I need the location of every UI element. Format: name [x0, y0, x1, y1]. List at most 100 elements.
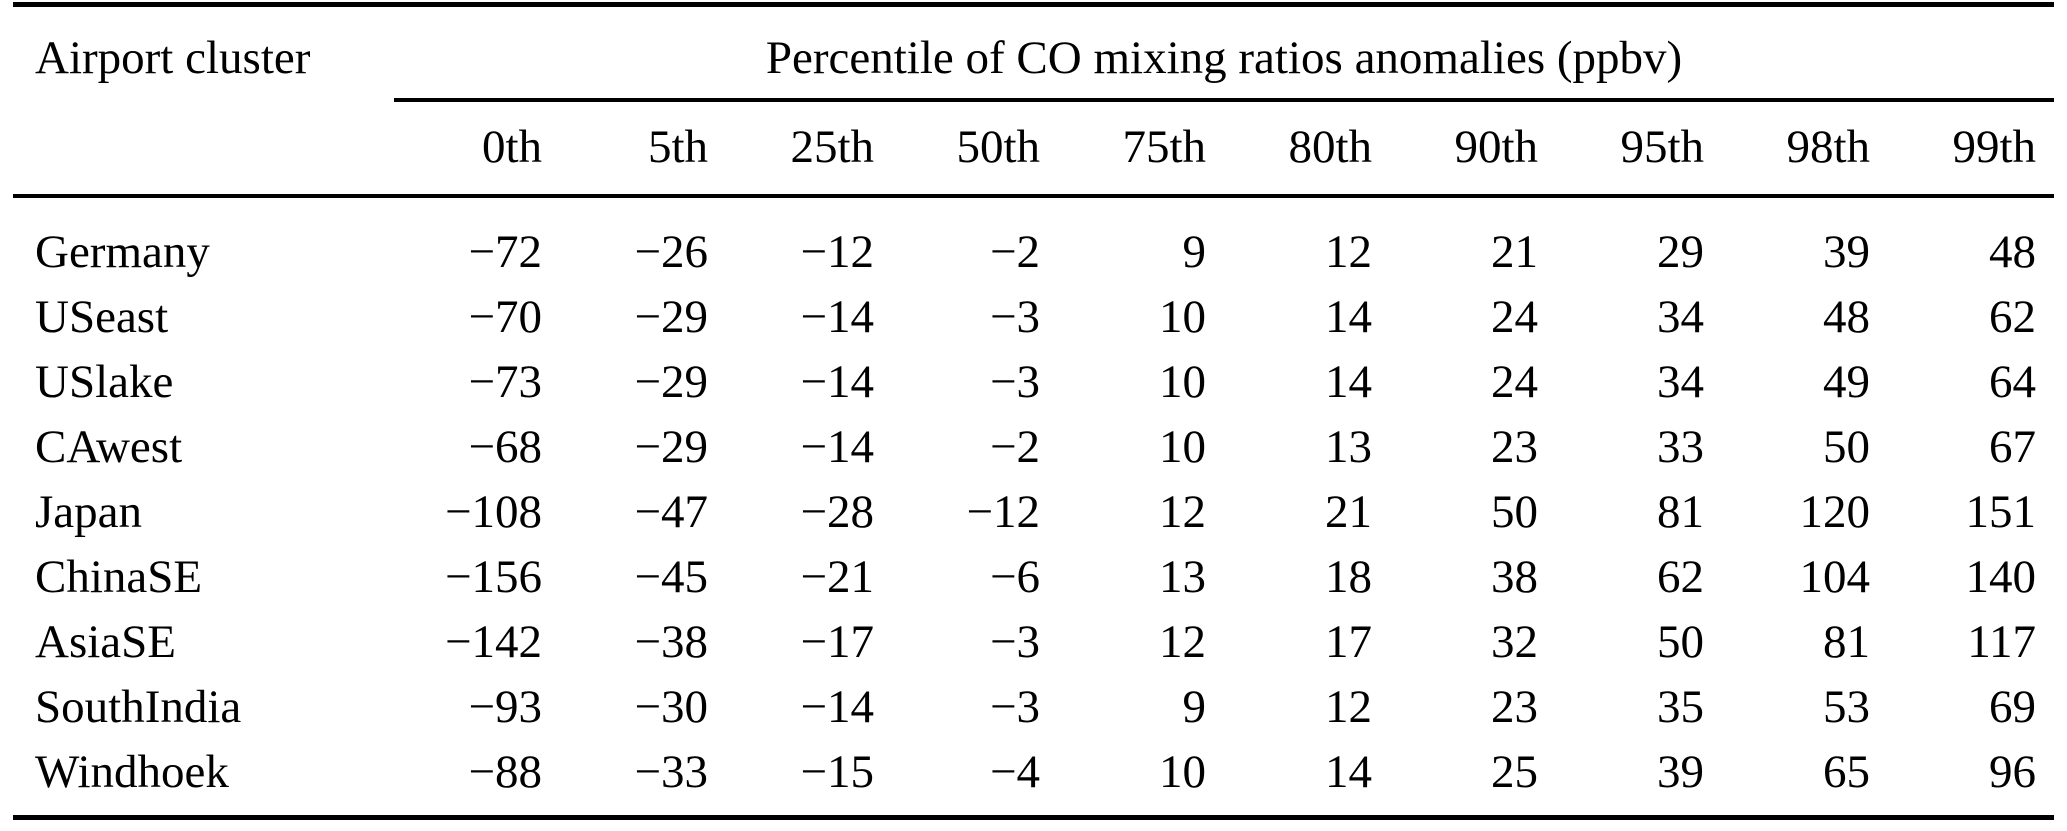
value-cell: −14: [800, 420, 874, 473]
airport-cluster-cell: SouthIndia: [35, 680, 242, 733]
value-cell: 9: [1182, 680, 1207, 733]
value-cell: 35: [1657, 680, 1704, 733]
value-cell: 53: [1823, 680, 1870, 733]
value-cell: 69: [1989, 680, 2037, 733]
percentile-column-header: 99th: [1888, 99, 2055, 198]
value-cell: −29: [634, 420, 708, 473]
value-cell: −88: [468, 745, 542, 798]
value-cell: −3: [989, 680, 1040, 733]
value-cell: 21: [1491, 225, 1538, 278]
percentile-column-header: 0th: [394, 99, 560, 198]
value-cell: −93: [468, 680, 542, 733]
value-cell: 64: [1989, 355, 2037, 408]
value-cell: 21: [1325, 485, 1372, 538]
percentile-column-header: 5th: [560, 99, 726, 198]
value-cell: −2: [989, 225, 1040, 278]
percentile-column-header: 95th: [1556, 99, 1722, 198]
value-cell: 13: [1325, 420, 1372, 473]
percentile-header-row: 0th 5th 25th 50th 75th 80th 90th 95th 98th 99th: [13, 99, 2055, 198]
value-cell: 12: [1325, 680, 1372, 733]
value-cell: 24: [1491, 355, 1538, 408]
table-row: Germany −72 −26 −12 −2 9 12 21 29 39 48: [13, 196, 2054, 285]
value-cell: 65: [1823, 745, 1870, 798]
airport-cluster-cell: ChinaSE: [35, 550, 203, 603]
header-row-span: Airport cluster Percentile of CO mixing …: [13, 4, 2055, 198]
value-cell: 9: [1182, 225, 1207, 278]
airport-cluster-cell: USeast: [35, 290, 169, 343]
percentile-column-header: 75th: [1058, 99, 1224, 198]
value-cell: −15: [800, 745, 874, 798]
table-row: USeast −70 −29 −14 −3 10 14 24 34 48 62: [13, 285, 2054, 350]
value-cell: −28: [800, 485, 874, 538]
value-cell: 140: [1965, 550, 2037, 603]
value-cell: 10: [1159, 745, 1206, 798]
value-cell: −17: [800, 615, 874, 668]
value-cell: −108: [444, 485, 542, 538]
value-cell: −3: [989, 355, 1040, 408]
value-cell: 14: [1325, 355, 1372, 408]
value-cell: 104: [1799, 550, 1871, 603]
value-cell: −70: [468, 290, 542, 343]
value-cell: 23: [1491, 680, 1538, 733]
value-cell: 151: [1965, 485, 2037, 538]
value-cell: −156: [444, 550, 542, 603]
value-cell: −4: [989, 745, 1040, 798]
value-cell: 13: [1159, 550, 1206, 603]
value-cell: 34: [1657, 355, 1704, 408]
percentile-table: Airport cluster Percentile of CO mixing …: [13, 2, 2055, 820]
value-cell: 33: [1657, 420, 1704, 473]
airport-cluster-cell: AsiaSE: [35, 615, 176, 668]
value-cell: −14: [800, 680, 874, 733]
value-cell: −3: [989, 290, 1040, 343]
value-cell: −72: [468, 225, 542, 278]
value-cell: −14: [800, 355, 874, 408]
value-cell: 62: [1989, 290, 2037, 343]
value-cell: −6: [989, 550, 1040, 603]
value-cell: 29: [1657, 225, 1704, 278]
value-cell: 34: [1657, 290, 1704, 343]
value-cell: −38: [634, 615, 708, 668]
value-cell: 24: [1491, 290, 1538, 343]
value-cell: 50: [1657, 615, 1704, 668]
value-cell: −12: [966, 485, 1040, 538]
value-cell: 18: [1325, 550, 1372, 603]
percentile-column-header: 90th: [1390, 99, 1556, 198]
value-cell: 49: [1823, 355, 1870, 408]
value-cell: −29: [634, 290, 708, 343]
percentile-column-header: 80th: [1224, 99, 1390, 198]
value-cell: 39: [1657, 745, 1704, 798]
value-cell: 10: [1159, 420, 1206, 473]
airport-cluster-cell: Japan: [35, 485, 143, 538]
value-cell: 10: [1159, 355, 1206, 408]
value-cell: −21: [800, 550, 874, 603]
value-cell: 81: [1657, 485, 1704, 538]
value-cell: 25: [1491, 745, 1538, 798]
airport-cluster-cell: CAwest: [35, 420, 183, 473]
value-cell: 50: [1491, 485, 1538, 538]
value-cell: 12: [1159, 485, 1206, 538]
value-cell: 67: [1989, 420, 2037, 473]
value-cell: 39: [1823, 225, 1870, 278]
value-cell: 14: [1325, 290, 1372, 343]
table-row: Windhoek −88 −33 −15 −4 10 14 25 39 65 96: [13, 740, 2054, 818]
value-cell: 48: [1823, 290, 1870, 343]
table-row: USlake −73 −29 −14 −3 10 14 24 34 49 64: [13, 350, 2054, 415]
value-cell: −47: [634, 485, 708, 538]
value-cell: 48: [1989, 225, 2037, 278]
value-cell: 17: [1325, 615, 1372, 668]
value-cell: 38: [1491, 550, 1538, 603]
value-cell: −33: [634, 745, 708, 798]
value-cell: 117: [1967, 615, 2037, 668]
percentile-column-header: 98th: [1722, 99, 1888, 198]
table-row: CAwest −68 −29 −14 −2 10 13 23 33 50 67: [13, 415, 2054, 480]
percentile-span-header: Percentile of CO mixing ratios anomalies…: [394, 4, 2055, 102]
value-cell: 120: [1799, 485, 1871, 538]
table-row: ChinaSE −156 −45 −21 −6 13 18 38 62 104 140: [13, 545, 2054, 610]
airport-cluster-cell: Germany: [35, 225, 210, 278]
value-cell: 23: [1491, 420, 1538, 473]
value-cell: −73: [468, 355, 542, 408]
airport-cluster-cell: Windhoek: [35, 745, 229, 798]
value-cell: −29: [634, 355, 708, 408]
airport-cluster-cell: USlake: [35, 355, 174, 408]
